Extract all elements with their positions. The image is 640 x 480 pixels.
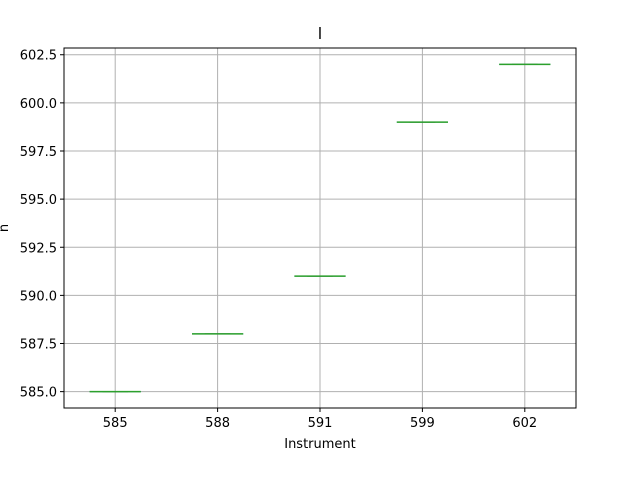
x-axis-label: Instrument: [284, 437, 356, 452]
x-tick-label: 591: [308, 416, 333, 431]
grid-lines: [64, 48, 576, 408]
y-tick-label: 597.5: [20, 145, 57, 160]
y-tick-label: 592.5: [20, 241, 57, 256]
x-tick-label: 585: [103, 416, 128, 431]
y-axis-label: n: [0, 224, 12, 232]
y-tick-label: 590.0: [20, 289, 57, 304]
y-tick-label: 602.5: [20, 49, 57, 64]
y-tick-label: 600.0: [20, 97, 57, 112]
y-tick-label: 587.5: [20, 338, 57, 353]
x-tick-label: 599: [410, 416, 435, 431]
y-tick-label: 585.0: [20, 386, 57, 401]
x-tick-label: 602: [512, 416, 537, 431]
y-axis-ticks: 585.0 587.5 590.0 592.5 595.0 597.5 600.0 602.5: [20, 49, 64, 401]
x-tick-label: 588: [205, 416, 230, 431]
box-series: [89, 63, 551, 393]
y-tick-label: 595.0: [20, 193, 57, 208]
x-axis-ticks: 585 588 591 599 602: [103, 408, 537, 431]
chart-title: l: [318, 24, 322, 43]
